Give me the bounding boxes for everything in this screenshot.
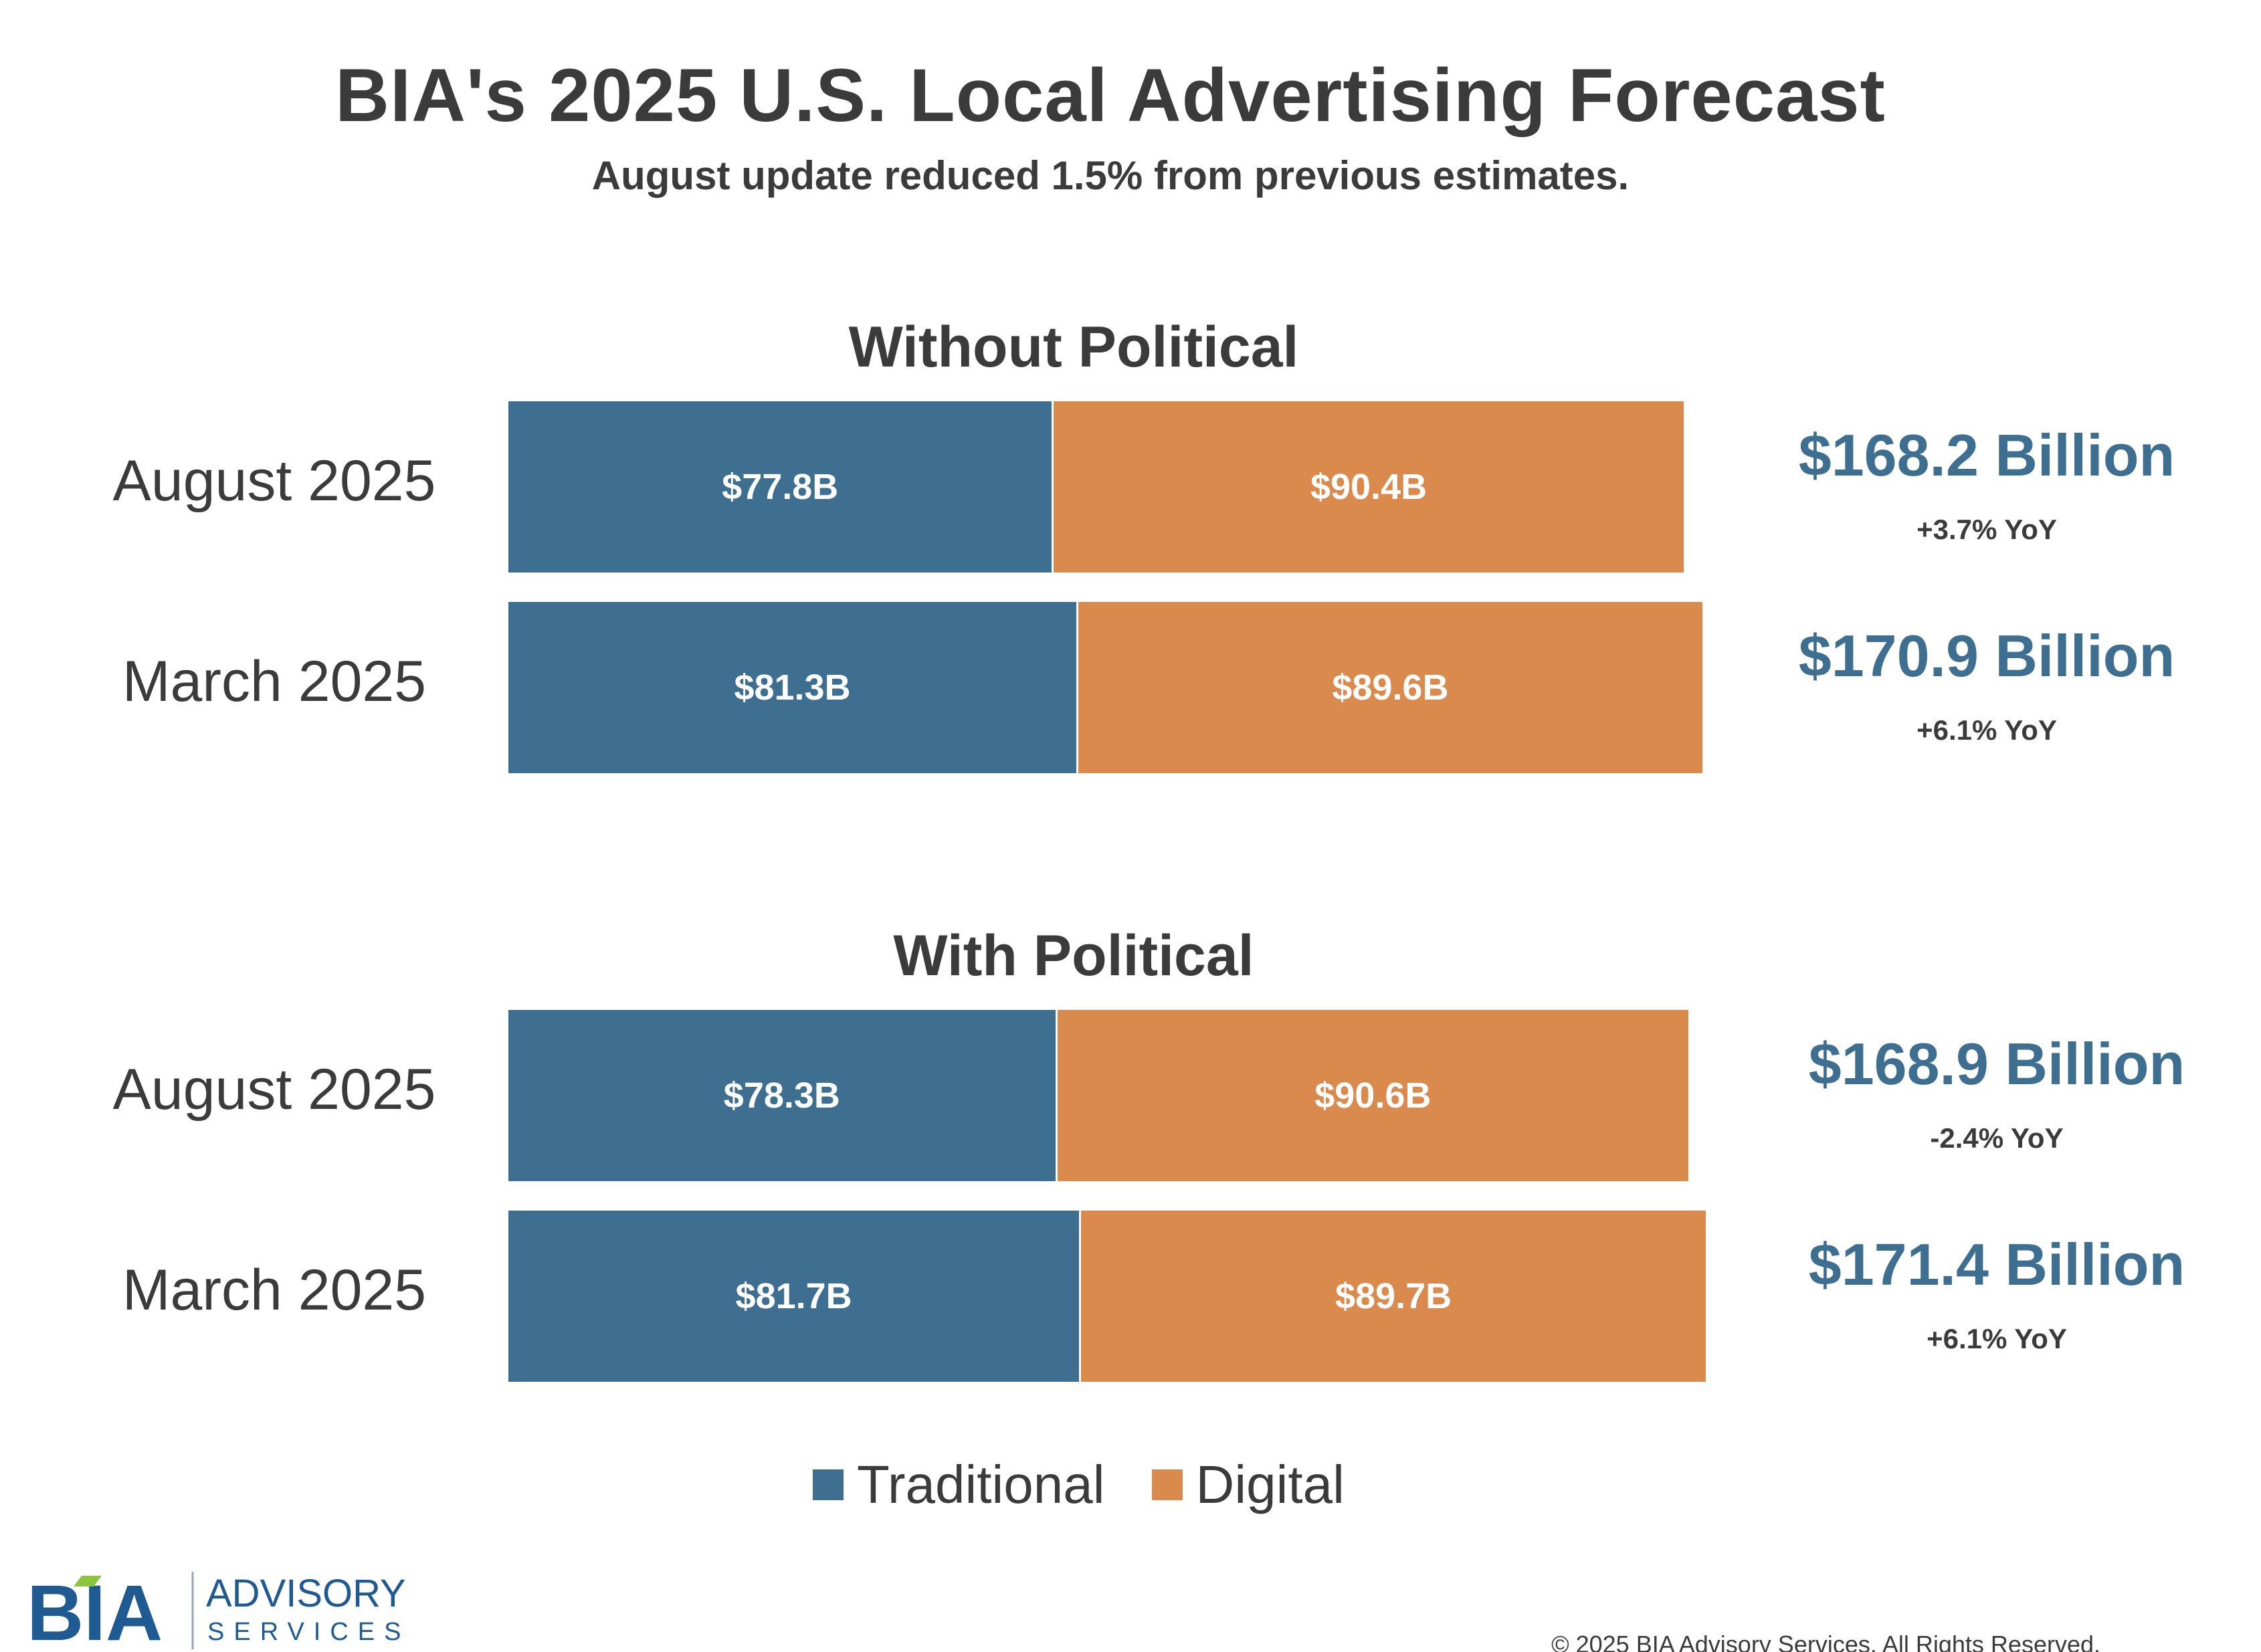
bar-label-traditional-with-political-march-2025: $81.7B (735, 1276, 852, 1316)
chart-title: BIA's 2025 U.S. Local Advertising Foreca… (335, 54, 1886, 137)
yoy-with-political-august-2025: -2.4% YoY (1930, 1122, 2064, 1154)
logo-accent-icon (74, 1576, 102, 1586)
yoy-without-political-august-2025: +3.7% YoY (1916, 514, 2057, 545)
legend-label-traditional: Traditional (857, 1455, 1105, 1514)
bar-label-traditional-without-political-august-2025: $77.8B (722, 467, 839, 507)
bar-digital-without-political-march-2025: $89.6B (1076, 602, 1702, 773)
bia-logo: BIA ADVISORY SERVICES (27, 1569, 410, 1652)
yoy-with-political-march-2025: +6.1% YoY (1927, 1323, 2067, 1354)
total-without-political-march-2025: $170.9 Billion (1798, 623, 2175, 689)
row-label-with-political-august-2025: August 2025 (112, 1057, 436, 1122)
legend-item-digital: Digital (1151, 1454, 1345, 1516)
section-title-with-political: With Political (893, 924, 1254, 988)
total-without-political-august-2025: $168.2 Billion (1798, 422, 2175, 488)
row-label-with-political-march-2025: March 2025 (122, 1258, 427, 1322)
row-label-without-political-march-2025: March 2025 (122, 649, 427, 714)
bar-digital-with-political-march-2025: $89.7B (1079, 1211, 1706, 1382)
total-with-political-march-2025: $171.4 Billion (1808, 1231, 2185, 1298)
bar-label-digital-with-political-august-2025: $90.6B (1314, 1075, 1432, 1116)
section-title-without-political: Without Political (848, 315, 1299, 379)
chart-subtitle: August update reduced 1.5% from previous… (591, 153, 1630, 198)
legend: Traditional Digital (813, 1451, 1391, 1518)
legend-swatch-digital (1151, 1469, 1183, 1500)
legend-label-digital: Digital (1195, 1455, 1345, 1514)
bar-traditional-without-political-august-2025: $77.8B (508, 401, 1052, 573)
bar-digital-without-political-august-2025: $90.4B (1052, 401, 1684, 573)
legend-swatch-traditional (813, 1469, 844, 1500)
copyright: © 2025 BIA Advisory Services. All Rights… (1551, 1631, 2100, 1652)
bar-traditional-with-political-march-2025: $81.7B (508, 1211, 1080, 1382)
yoy-without-political-march-2025: +6.1% YoY (1916, 714, 2057, 746)
bar-digital-with-political-august-2025: $90.6B (1055, 1010, 1688, 1181)
logo-line2: SERVICES (207, 1618, 410, 1646)
bar-label-digital-with-political-march-2025: $89.7B (1335, 1276, 1452, 1316)
bar-traditional-without-political-march-2025: $81.3B (508, 602, 1077, 773)
total-with-political-august-2025: $168.9 Billion (1808, 1031, 2185, 1097)
bar-traditional-with-political-august-2025: $78.3B (508, 1010, 1056, 1181)
bar-label-traditional-with-political-august-2025: $78.3B (723, 1075, 840, 1116)
bar-label-digital-without-political-august-2025: $90.4B (1310, 467, 1428, 507)
logo-line1: ADVISORY (206, 1572, 406, 1615)
bar-label-traditional-without-political-march-2025: $81.3B (734, 667, 851, 708)
bar-label-digital-without-political-march-2025: $89.6B (1332, 667, 1449, 708)
row-label-without-political-august-2025: August 2025 (112, 449, 436, 513)
legend-item-traditional: Traditional (813, 1454, 1105, 1516)
